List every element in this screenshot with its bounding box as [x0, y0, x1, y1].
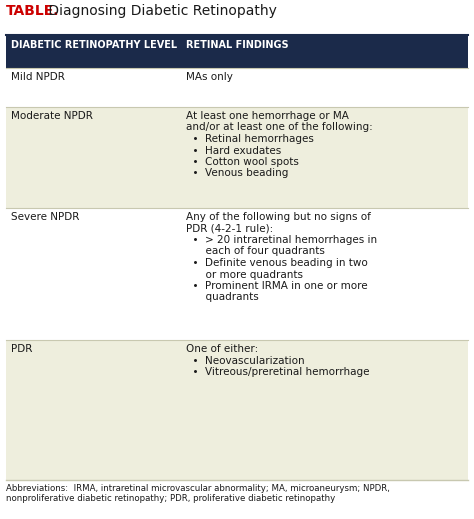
Text: •  Retinal hemorrhages: • Retinal hemorrhages — [186, 134, 314, 144]
Text: Abbreviations:  IRMA, intraretinal microvascular abnormality; MA, microaneurysm;: Abbreviations: IRMA, intraretinal microv… — [6, 484, 390, 503]
Text: DIABETIC RETINOPATHY LEVEL: DIABETIC RETINOPATHY LEVEL — [11, 40, 177, 50]
Text: Any of the following but no signs of: Any of the following but no signs of — [186, 212, 371, 222]
Text: •  Prominent IRMA in one or more: • Prominent IRMA in one or more — [186, 281, 368, 291]
Text: •  Definite venous beading in two: • Definite venous beading in two — [186, 258, 368, 268]
Text: quadrants: quadrants — [186, 293, 259, 303]
Text: At least one hemorrhage or MA: At least one hemorrhage or MA — [186, 111, 349, 121]
Text: PDR: PDR — [11, 344, 32, 354]
Text: •  Venous beading: • Venous beading — [186, 169, 288, 179]
Bar — [6, 208, 468, 340]
Text: Mild NPDR: Mild NPDR — [11, 72, 65, 82]
Bar — [6, 340, 468, 480]
Text: PDR (4-2-1 rule):: PDR (4-2-1 rule): — [186, 224, 273, 234]
Bar — [6, 35, 468, 68]
Text: or more quadrants: or more quadrants — [186, 269, 303, 280]
Text: and/or at least one of the following:: and/or at least one of the following: — [186, 122, 373, 132]
Text: •  Vitreous/preretinal hemorrhage: • Vitreous/preretinal hemorrhage — [186, 367, 370, 377]
Text: One of either:: One of either: — [186, 344, 258, 354]
Bar — [6, 107, 468, 208]
Text: •  Cotton wool spots: • Cotton wool spots — [186, 157, 299, 167]
Text: •  Neovascularization: • Neovascularization — [186, 356, 305, 365]
Text: Severe NPDR: Severe NPDR — [11, 212, 79, 222]
Text: TABLE.: TABLE. — [6, 4, 60, 18]
Bar — [6, 68, 468, 107]
Text: •  > 20 intraretinal hemorrhages in: • > 20 intraretinal hemorrhages in — [186, 235, 377, 245]
Text: Moderate NPDR: Moderate NPDR — [11, 111, 93, 121]
Text: each of four quadrants: each of four quadrants — [186, 247, 325, 256]
Text: •  Hard exudates: • Hard exudates — [186, 145, 281, 156]
Text: MAs only: MAs only — [186, 72, 233, 82]
Text: Diagnosing Diabetic Retinopathy: Diagnosing Diabetic Retinopathy — [44, 4, 277, 18]
Text: RETINAL FINDINGS: RETINAL FINDINGS — [186, 40, 289, 50]
